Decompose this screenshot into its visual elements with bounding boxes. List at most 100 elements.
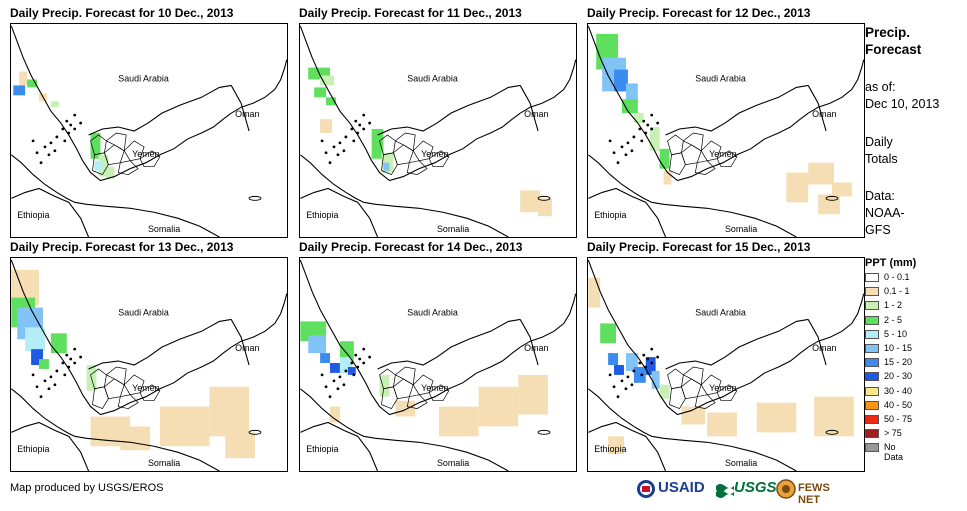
data-source-line3: GFS xyxy=(865,223,891,237)
country-label-saudi: Saudi Arabia xyxy=(695,73,746,83)
precip-cell xyxy=(633,113,644,124)
legend-label: 40 - 50 xyxy=(884,399,913,410)
legend-item: > 75 xyxy=(865,427,916,441)
precip-cell xyxy=(106,166,115,179)
admin-boundary xyxy=(694,394,716,409)
country-border xyxy=(230,319,250,366)
country-border xyxy=(519,85,539,132)
side-heading: Precip. Forecast xyxy=(865,24,921,58)
precip-cell xyxy=(339,357,352,373)
island-mark xyxy=(616,161,620,165)
legend-label: 2 - 5 xyxy=(884,314,903,325)
precip-cell xyxy=(31,349,43,365)
island-mark xyxy=(630,383,634,387)
country-border xyxy=(659,112,809,182)
precip-cell xyxy=(518,374,548,415)
precip-cell xyxy=(371,129,384,159)
admin-boundary xyxy=(428,384,450,402)
island-mark xyxy=(354,119,358,123)
map-panel-title: Daily Precip. Forecast for 12 Dec., 2013 xyxy=(587,6,811,20)
island-mark xyxy=(63,139,67,143)
island-mark xyxy=(73,127,77,131)
precip-cell xyxy=(621,99,638,114)
precip-cell xyxy=(814,396,854,437)
legend-label: 1 - 2 xyxy=(884,300,903,311)
island-mark xyxy=(362,127,366,131)
legend-item: 10 - 15 xyxy=(865,342,916,356)
country-label-oman: Oman xyxy=(812,343,836,353)
precip-cell xyxy=(209,386,250,437)
legend-label: 20 - 30 xyxy=(884,371,913,382)
admin-boundary xyxy=(682,132,704,152)
island-mark xyxy=(55,369,59,373)
map-panel-title: Daily Precip. Forecast for 14 Dec., 2013 xyxy=(299,240,523,254)
island-mark xyxy=(53,383,57,387)
legend-item: 15 - 20 xyxy=(865,356,916,370)
country-label-oman: Oman xyxy=(524,109,548,119)
precip-cell xyxy=(520,190,541,213)
country-border xyxy=(11,187,90,237)
map-panel-title: Daily Precip. Forecast for 10 Dec., 2013 xyxy=(10,6,234,20)
country-border xyxy=(588,259,661,395)
country-border xyxy=(82,112,232,182)
admin-boundary xyxy=(669,386,686,410)
legend-item: 30 - 40 xyxy=(865,385,916,399)
admin-boundary xyxy=(139,150,161,168)
usgs-logo: USGS xyxy=(734,479,777,496)
admin-boundary xyxy=(428,150,450,168)
precip-cell xyxy=(98,154,109,177)
map-panel: Daily Precip. Forecast for 13 Dec., 2013… xyxy=(10,240,288,472)
as-of-label: as of: xyxy=(865,80,896,94)
island-mark xyxy=(620,379,624,383)
precip-cell xyxy=(25,327,45,352)
side-heading-line1: Precip. xyxy=(865,25,911,40)
legend-item: 5 - 10 xyxy=(865,328,916,342)
side-heading-line2: Forecast xyxy=(865,42,922,57)
country-border xyxy=(230,59,287,114)
legend-label: 50 - 75 xyxy=(884,413,913,424)
island-mark xyxy=(79,355,83,359)
legend-label: 15 - 20 xyxy=(884,357,913,368)
admin-boundary xyxy=(92,152,109,176)
legend-label: 30 - 40 xyxy=(884,385,913,396)
admin-boundary xyxy=(682,366,704,386)
country-border xyxy=(11,25,84,161)
country-border xyxy=(300,154,509,237)
island-mark xyxy=(336,387,340,391)
island-mark xyxy=(624,153,628,157)
island-mark xyxy=(320,139,324,143)
island-mark xyxy=(612,151,616,155)
island-mark xyxy=(368,355,372,359)
socotra-island xyxy=(825,429,839,435)
island-mark xyxy=(354,353,358,357)
island-mark xyxy=(35,151,39,155)
data-source-block: Data: NOAA- GFS xyxy=(865,188,905,239)
admin-boundary xyxy=(90,134,107,156)
island-mark xyxy=(63,373,67,377)
country-border xyxy=(807,293,864,348)
island-mark xyxy=(338,375,342,379)
island-mark xyxy=(61,361,65,365)
island-mark xyxy=(47,153,51,157)
legend-item: 40 - 50 xyxy=(865,399,916,413)
admin-boundary xyxy=(667,368,684,390)
admin-boundary xyxy=(394,366,416,386)
precip-cell xyxy=(320,119,332,133)
country-border xyxy=(377,84,521,136)
island-mark xyxy=(55,135,59,139)
island-mark xyxy=(49,375,53,379)
legend-swatch xyxy=(865,329,879,339)
country-border xyxy=(659,346,809,416)
legend-swatch xyxy=(865,400,879,410)
legend-label: > 75 xyxy=(884,428,902,439)
island-mark xyxy=(644,365,648,369)
island-mark xyxy=(61,127,65,131)
map-svg: Saudi Arabia Oman Yemen Ethiopia Somalia xyxy=(11,25,287,237)
legend-swatch xyxy=(865,372,879,382)
legend-item: 2 - 5 xyxy=(865,314,916,328)
precip-cell xyxy=(681,406,706,425)
island-mark xyxy=(320,373,324,377)
island-mark xyxy=(69,357,73,361)
country-label-oman: Oman xyxy=(812,109,836,119)
map-panel: Daily Precip. Forecast for 10 Dec., 2013… xyxy=(10,6,288,238)
